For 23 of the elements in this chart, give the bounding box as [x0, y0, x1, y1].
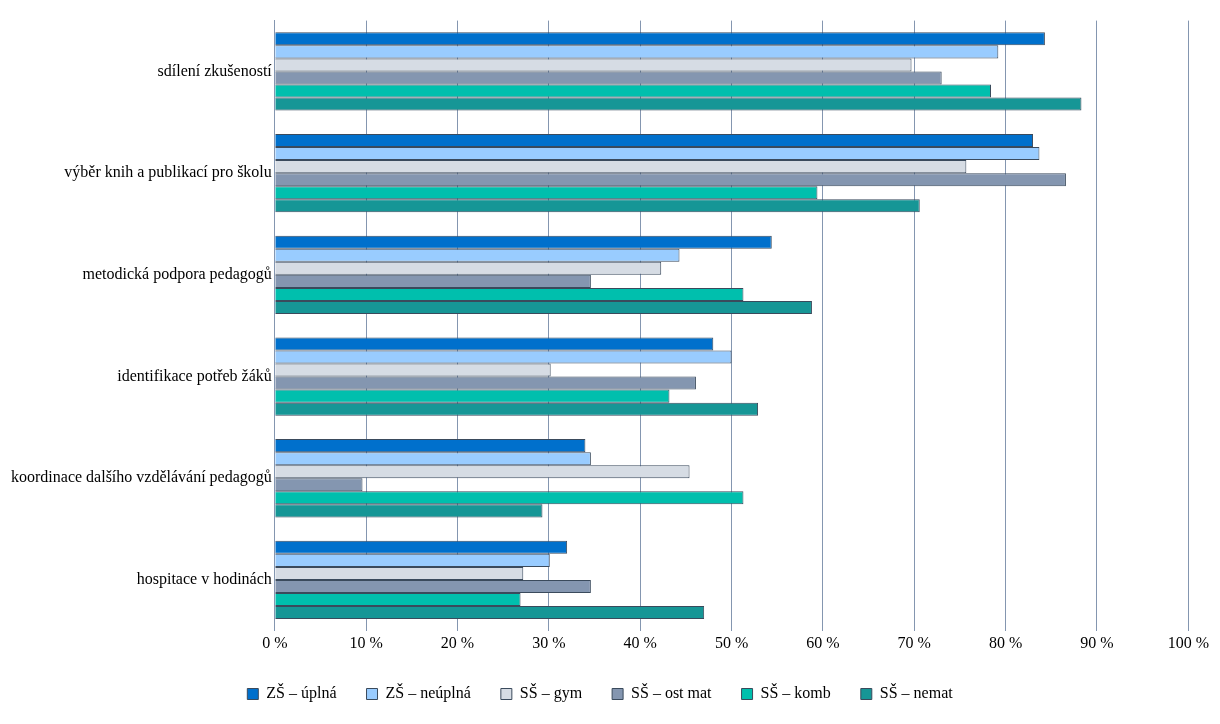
y-tick-label: hospitace v hodinách — [136, 570, 272, 589]
x-tick-label: 50 % — [714, 633, 749, 651]
x-tick-label: 0 % — [262, 633, 288, 651]
x-tick-label: 30 % — [532, 633, 566, 651]
legend-label: SŠ – gym — [519, 683, 583, 703]
legend-label: SŠ – nemat — [879, 683, 954, 702]
legend-label: ZŠ – neúplná — [385, 683, 471, 703]
y-tick-label: metodická podpora pedagogů — [82, 265, 272, 284]
x-tick-label: 40 % — [623, 633, 657, 651]
y-tick-label: výběr knih a publikací pro školu — [64, 163, 272, 182]
legend-label: SŠ – ost mat — [631, 683, 713, 702]
legend-label: SŠ – komb — [760, 683, 831, 702]
x-tick-label: 20 % — [440, 633, 475, 651]
x-tick-label: 80 % — [988, 633, 1023, 651]
x-tick-label: 60 % — [806, 633, 840, 651]
x-tick-label: 100 % — [1167, 633, 1209, 651]
y-tick-label: koordinace dalšího vzdělávání pedagogů — [11, 468, 272, 487]
legend-label: ZŠ – úplná — [266, 683, 337, 703]
x-tick-label: 90 % — [1080, 633, 1114, 651]
y-tick-label: identifikace potřeb žáků — [117, 366, 272, 385]
x-tick-label: 10 % — [349, 633, 383, 651]
x-tick-label: 70 % — [897, 633, 931, 651]
y-tick-label: sdílení zkušeností — [157, 61, 273, 79]
